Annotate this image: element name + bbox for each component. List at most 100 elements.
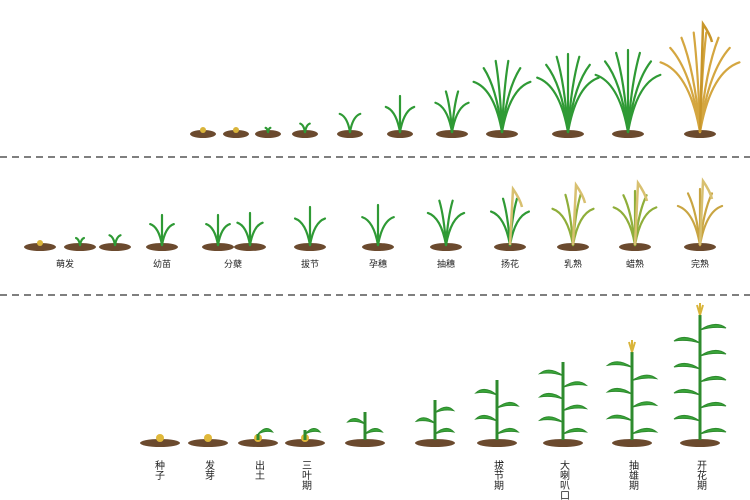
seed	[204, 434, 212, 442]
ear	[633, 179, 649, 246]
leaf	[631, 374, 659, 382]
leaf	[615, 51, 630, 134]
leaf	[78, 236, 86, 247]
seed	[156, 434, 164, 442]
soil	[543, 439, 583, 447]
leaf	[216, 222, 231, 247]
leaf	[500, 80, 532, 134]
stage-label: 发芽	[203, 459, 215, 480]
leaf	[626, 73, 662, 134]
seed	[200, 127, 206, 133]
leaf	[149, 222, 164, 247]
leaf	[248, 221, 264, 247]
stage-label: 扬花	[501, 258, 519, 270]
stage-label: 抽雄期	[627, 459, 639, 491]
soil	[99, 243, 131, 251]
leaf	[364, 428, 384, 435]
leaf	[555, 55, 570, 134]
leaf	[348, 112, 362, 134]
leaf	[450, 101, 470, 134]
soil	[202, 243, 234, 251]
leaf	[338, 112, 352, 134]
stage-label: 拔节期	[492, 459, 504, 491]
soil	[684, 243, 716, 251]
soil	[238, 439, 278, 447]
leaf	[414, 417, 436, 424]
leaf	[537, 369, 564, 377]
leaf	[699, 402, 727, 409]
ear	[698, 20, 714, 133]
stage-label: 萌发	[56, 258, 74, 270]
stage-label: 蜡熟	[626, 258, 644, 270]
leaf	[699, 324, 727, 331]
leaf	[605, 361, 633, 368]
leaf	[474, 415, 498, 422]
leaf	[605, 414, 633, 422]
soil	[294, 243, 326, 251]
seed	[37, 240, 43, 246]
leaf	[434, 428, 456, 435]
leaf	[562, 428, 589, 435]
soil	[223, 130, 249, 138]
leaf	[293, 217, 312, 247]
leaf	[564, 193, 575, 247]
soil	[684, 130, 716, 138]
stage-label: 分蘖	[224, 258, 242, 270]
leaf	[699, 350, 727, 357]
stage-label: 出土	[253, 459, 265, 480]
stage-label: 幼苗	[153, 258, 171, 270]
soil	[557, 243, 589, 251]
leaf	[205, 222, 220, 247]
leaf	[537, 416, 564, 423]
stage-label: 种子	[153, 459, 165, 480]
soil	[362, 243, 394, 251]
leaf	[605, 388, 633, 395]
soil	[680, 439, 720, 447]
leaf	[361, 216, 380, 247]
soil	[477, 439, 517, 447]
leaf	[537, 393, 564, 400]
soil	[285, 439, 325, 447]
leaf	[673, 415, 701, 422]
soil	[234, 243, 266, 251]
leaf	[113, 234, 122, 247]
leaf	[398, 105, 416, 134]
soil	[140, 439, 180, 447]
leaf	[698, 61, 741, 134]
leaf	[562, 381, 589, 388]
leaf	[304, 428, 322, 435]
soil	[64, 243, 96, 251]
tassel	[628, 340, 636, 353]
soil	[292, 130, 318, 138]
soil	[486, 130, 518, 138]
soil	[612, 439, 652, 447]
leaf	[384, 105, 402, 134]
leaf	[266, 126, 272, 134]
leaf	[673, 389, 701, 396]
leaf	[631, 428, 659, 435]
leaf	[673, 337, 701, 344]
stage-label: 完熟	[691, 258, 709, 270]
soil	[24, 243, 56, 251]
leaf	[346, 418, 366, 425]
plants	[24, 20, 741, 447]
stage-label: 乳熟	[564, 258, 582, 270]
stage-label: 大喇叭口	[558, 459, 570, 500]
leaf	[501, 197, 512, 247]
leaf	[566, 76, 600, 134]
leaf	[376, 216, 395, 247]
leaf	[257, 428, 274, 435]
leaf	[308, 217, 327, 247]
soil	[415, 439, 455, 447]
leaf	[496, 428, 520, 435]
leaf	[434, 406, 456, 414]
leaf	[236, 221, 252, 247]
soil	[552, 130, 584, 138]
leaf	[622, 194, 637, 247]
stage-label: 三叶期	[300, 460, 312, 491]
seed	[233, 127, 239, 133]
leaf	[444, 211, 466, 247]
stage-label: 孕穗	[369, 258, 387, 270]
leaf	[699, 376, 727, 383]
